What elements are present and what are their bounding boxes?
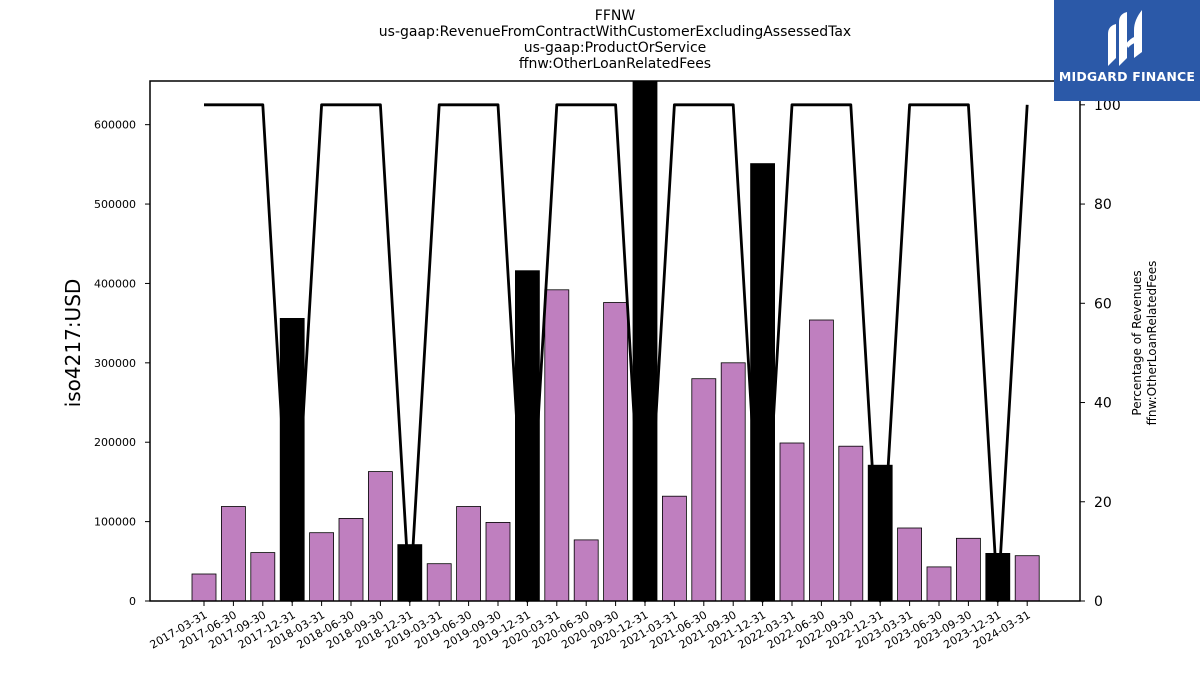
plot-frame [149,80,1081,602]
y2-tick-label: 60 [1094,296,1112,312]
bar-2019-12-31 [515,270,540,602]
bar-2021-06-30 [691,378,717,602]
bar-2023-06-30 [926,566,952,602]
bar-2023-09-30 [956,537,981,602]
bar-2017-06-30 [220,506,246,602]
y2-tick-label: 100 [1094,98,1121,114]
bar-2019-03-31 [426,563,452,602]
bar-2020-12-31 [632,80,658,602]
y-tick-label: 500000 [94,198,136,211]
title-line-3: us-gaap:ProductOrService [524,40,707,56]
logo-text: MIDGARD FINANCE [1058,69,1196,84]
bar-2018-03-31 [309,532,335,602]
percentage-line-series [204,103,1029,603]
y2-tick-label: 80 [1094,197,1112,213]
y-axis-right: 0 20 40 60 80 100 [1080,98,1121,610]
y-tick-label: 400000 [94,277,136,290]
bar-2022-09-30 [838,445,864,602]
chart-title: FFNW us-gaap:RevenueFromContractWithCust… [379,8,851,72]
bar-series [191,80,1040,602]
bar-2023-03-31 [897,527,922,602]
title-line-4: ffnw:OtherLoanRelatedFees [519,56,711,72]
y2-tick-label: 20 [1094,495,1112,511]
y2-tick-label: 0 [1094,594,1103,610]
bar-2017-09-30 [250,552,276,602]
bar-2021-09-30 [720,362,746,602]
bar-2024-03-31 [1014,555,1040,602]
bar-2021-12-31 [750,163,775,602]
title-line-2: us-gaap:RevenueFromContractWithCustomerE… [379,24,851,40]
bar-2019-06-30 [456,506,482,602]
bar-2020-09-30 [603,302,628,602]
y-axis-left: 0 100000 200000 300000 400000 500000 600000 [94,119,150,608]
x-axis: 2017-03-312017-06-302017-09-302017-12-31… [148,601,1033,652]
bar-2018-06-30 [338,518,364,602]
bar-2020-06-30 [573,539,599,602]
y-tick-label: 300000 [94,357,136,370]
bar-2022-03-31 [779,442,805,602]
brand-logo: MIDGARD FINANCE [1054,0,1200,101]
bar-2021-03-31 [662,495,687,602]
bar-2022-06-30 [809,319,834,602]
y-axis-title: iso4217:USD [61,279,85,408]
y-tick-label: 0 [129,595,136,608]
bar-2019-09-30 [485,522,511,602]
y-tick-label: 600000 [94,119,136,132]
bar-2017-03-31 [191,573,217,602]
midgard-finance-logo-icon [1108,10,1142,66]
y-tick-label: 200000 [94,436,136,449]
y2-tick-label: 40 [1094,396,1112,412]
y-tick-label: 100000 [94,516,136,529]
bar-2018-09-30 [367,471,393,602]
y2-axis-title-line-2: ffnw:OtherLoanRelatedFees [1145,261,1159,426]
y2-axis-title-line-1: Percentage of Revenues [1130,270,1144,415]
percentage-line [204,103,1029,603]
bar-2020-03-31 [544,289,570,602]
title-line-1: FFNW [595,8,636,24]
